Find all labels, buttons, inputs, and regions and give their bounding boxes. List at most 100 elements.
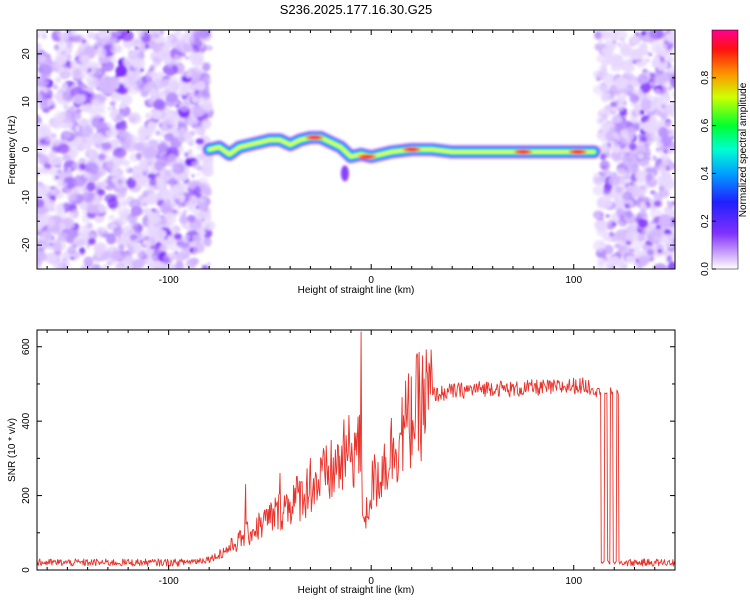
noise-blob — [68, 212, 75, 217]
noise-blob — [115, 113, 124, 121]
spectrogram-x-label: Height of straight line (km) — [298, 285, 415, 296]
noise-blob — [147, 139, 159, 149]
snr-x-tick-label: 0 — [368, 576, 374, 587]
noise-blob — [655, 110, 662, 117]
noise-blob — [625, 231, 639, 242]
noise-blob — [113, 147, 127, 158]
noise-blob — [119, 102, 127, 109]
noise-blob — [174, 198, 181, 205]
noise-blob — [82, 64, 90, 72]
noise-blob — [106, 160, 115, 171]
noise-blob — [58, 221, 67, 231]
noise-blob — [170, 265, 175, 269]
noise-blob — [155, 130, 161, 136]
noise-blob — [608, 121, 614, 127]
noise-blob — [149, 186, 156, 192]
snr-y-tick-label: 400 — [21, 412, 32, 429]
noise-blob — [598, 130, 602, 134]
noise-blob — [86, 32, 94, 40]
noise-blob — [600, 92, 612, 102]
signal-peak — [405, 148, 418, 151]
noise-blob — [594, 219, 608, 231]
noise-blob — [113, 226, 123, 237]
noise-blob — [626, 202, 633, 207]
noise-blob — [637, 140, 641, 144]
noise-blob — [167, 110, 178, 120]
noise-blob — [188, 53, 197, 62]
noise-blob — [122, 258, 130, 266]
noise-blob — [629, 187, 643, 198]
noise-blob — [127, 112, 141, 124]
noise-blob — [106, 260, 112, 267]
noise-blob — [196, 173, 200, 177]
noise-blob — [626, 150, 639, 159]
noise-blob — [624, 72, 636, 85]
noise-blob — [116, 215, 128, 226]
noise-blob — [86, 181, 96, 192]
noise-blob — [117, 244, 125, 250]
noise-blob — [659, 56, 666, 63]
spectrogram-y-label: Frequency (Hz) — [7, 116, 18, 185]
noise-blob — [93, 242, 107, 254]
noise-blob — [65, 236, 75, 244]
noise-blob — [186, 30, 194, 36]
noise-blob — [637, 153, 645, 159]
noise-blob — [76, 80, 83, 86]
noise-blob — [153, 98, 166, 111]
noise-blob — [101, 142, 112, 150]
noise-blob — [624, 182, 630, 189]
noise-blob — [616, 93, 620, 98]
noise-blob — [91, 106, 102, 115]
noise-blob — [105, 130, 111, 137]
noise-blob — [37, 114, 40, 118]
noise-blob — [70, 68, 84, 79]
noise-blob — [109, 125, 116, 132]
noise-blob — [71, 139, 78, 147]
noise-blob — [191, 66, 202, 78]
noise-blob — [97, 188, 106, 196]
colorbar-tick-label: 0.6 — [700, 118, 711, 132]
noise-blob — [615, 168, 627, 178]
noise-blob — [86, 87, 94, 94]
noise-blob — [99, 119, 104, 125]
snr-panel: -100 0 100 0 200 400 600 Height of straight li… — [7, 329, 676, 596]
noise-blob — [611, 115, 622, 124]
noise-blob — [619, 37, 625, 42]
noise-blob — [64, 209, 69, 213]
noise-blob — [612, 131, 619, 139]
noise-blob — [123, 76, 130, 85]
noise-blob — [636, 233, 646, 242]
noise-blob — [608, 237, 613, 243]
noise-blob — [174, 117, 180, 123]
noise-blob — [592, 176, 606, 186]
noise-blob — [53, 235, 57, 239]
snr-ticks: -100 0 100 0 200 400 600 — [21, 330, 676, 587]
noise-blob — [596, 54, 608, 63]
noise-blob — [95, 47, 107, 58]
noise-blob — [67, 245, 77, 255]
noise-blob — [154, 160, 164, 172]
noise-blob — [108, 214, 115, 221]
noise-blob — [187, 180, 197, 190]
snr-y-tick-label: 200 — [21, 487, 32, 504]
noise-blob — [72, 175, 87, 187]
noise-blob — [601, 46, 614, 56]
noise-blob — [163, 256, 171, 264]
noise-blob — [145, 193, 157, 205]
noise-blob — [663, 149, 668, 154]
noise-blob — [188, 149, 193, 155]
noise-blob — [42, 167, 48, 175]
noise-blob — [597, 108, 612, 119]
noise-blob — [138, 136, 146, 144]
noise-blob — [140, 32, 145, 37]
noise-blob — [658, 126, 669, 139]
noise-blob — [611, 145, 621, 154]
noise-blob — [636, 263, 642, 268]
noise-blob — [81, 39, 87, 44]
noise-blob — [200, 166, 211, 177]
noise-blob — [81, 54, 90, 64]
noise-blob — [147, 211, 156, 221]
noise-blob — [84, 45, 95, 54]
noise-blob — [174, 30, 182, 36]
